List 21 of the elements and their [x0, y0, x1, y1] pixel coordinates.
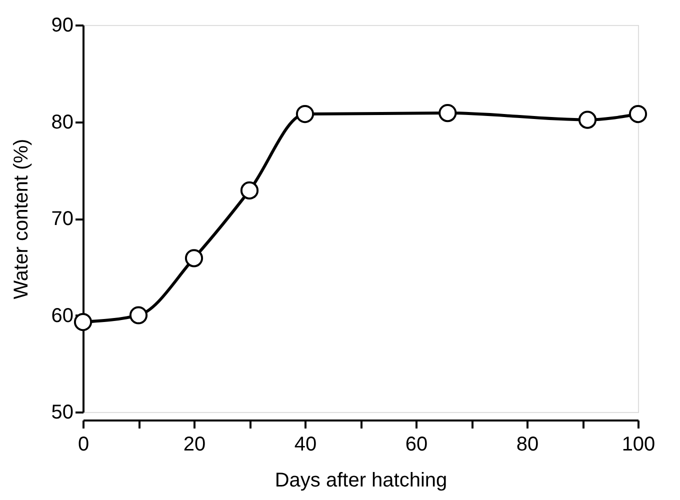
y-tick-label: 50 [51, 402, 74, 424]
y-tick-label: 70 [51, 208, 74, 230]
x-tick-label: 20 [183, 434, 206, 456]
y-tick-label: 90 [51, 14, 74, 36]
point [240, 181, 259, 200]
x-tick-label: 0 [78, 434, 90, 456]
point [74, 312, 92, 332]
point [129, 306, 148, 324]
y-tick-label: 80 [51, 111, 74, 134]
y-tick-label: 60 [51, 304, 74, 327]
point [438, 104, 457, 122]
point [184, 249, 204, 268]
x-tick-label: 100 [622, 434, 656, 456]
x-tick-label: 40 [294, 434, 317, 456]
x-axis-title: Days after hatching [274, 470, 448, 492]
x-tick-label: 80 [516, 434, 539, 456]
point [578, 110, 597, 129]
x-tick-label: 60 [405, 434, 428, 456]
point [296, 104, 314, 124]
y-axis-title: Water content (%) [10, 138, 32, 300]
point [628, 104, 648, 124]
